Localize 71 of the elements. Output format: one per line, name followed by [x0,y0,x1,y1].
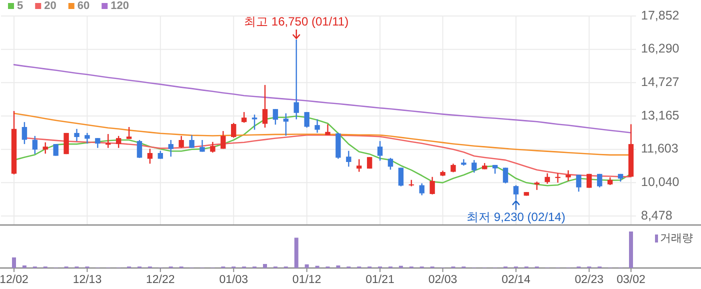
y-tick-label: 14,727 [641,74,680,89]
legend-label: 5 [17,0,24,12]
candlestick [22,121,28,145]
candlestick [116,135,122,148]
candlestick [220,130,226,150]
candlestick [272,108,278,126]
candlestick [430,176,435,196]
bar [629,232,633,268]
bar [262,264,267,268]
candlestick [32,135,38,155]
y-tick-label: 10,040 [641,174,680,189]
candlestick [566,170,571,182]
candlestick [283,112,288,136]
x-tick-label: 03/02 [616,274,646,286]
bar [336,265,340,268]
candlestick [419,182,424,196]
candlestick [136,139,142,159]
candlestick [262,84,268,128]
candlestick [168,139,174,158]
candlestick [147,148,153,164]
candlestick [126,126,132,140]
candlestick [398,167,404,187]
y-tick-label: 13,165 [641,108,680,122]
bar [304,264,309,268]
legend-label: 120 [110,0,129,12]
legend-label: 20 [44,0,56,12]
x-tick-label: 01/21 [366,274,394,286]
candlestick [586,173,592,188]
legend-label: 60 [77,0,90,12]
candlestick [210,141,216,154]
y-tick-label: 8,478 [641,208,672,222]
candlestick [544,172,550,184]
candlestick [304,111,310,128]
annotation: 최고 16,750 (01/11) [244,14,349,29]
candlestick [388,157,394,170]
candlestick [189,134,194,148]
candlestick [42,142,48,154]
annotation: 최저 9,230 (02/14) [466,210,566,224]
candlestick [314,118,320,134]
x-tick-label: 12/13 [72,274,102,286]
candlestick [74,128,80,142]
x-tick-label: 01/12 [292,274,322,286]
candlestick [597,173,602,188]
bar [294,238,298,268]
bar [22,265,26,268]
candlestick [252,114,258,130]
y-tick-label: 17,852 [641,8,680,22]
candlestick [346,150,352,168]
candlestick [377,140,383,162]
candlestick [502,167,508,184]
candlestick [95,137,100,148]
candlestick [178,135,184,148]
candlestick [576,174,582,192]
candlestick [555,172,560,184]
candlestick [472,159,477,174]
candlestick [356,158,362,172]
candlestick [84,132,90,144]
legend-label: 거래량 [660,232,693,244]
candlestick [53,143,58,156]
line-series [13,64,632,134]
x-tick-label: 02/23 [574,274,604,286]
x-tick-label: 02/03 [428,274,458,286]
candlestick [241,111,247,124]
x-tick-label: 12/22 [146,274,175,286]
x-tick-label: 02/14 [502,274,531,286]
candlestick [231,122,236,138]
bar [12,257,16,268]
y-tick-label: 16,290 [641,42,680,56]
x-tick-label: 12/02 [0,274,28,286]
x-tick-label: 01/03 [219,274,248,286]
y-tick-label: 11,603 [641,142,678,156]
